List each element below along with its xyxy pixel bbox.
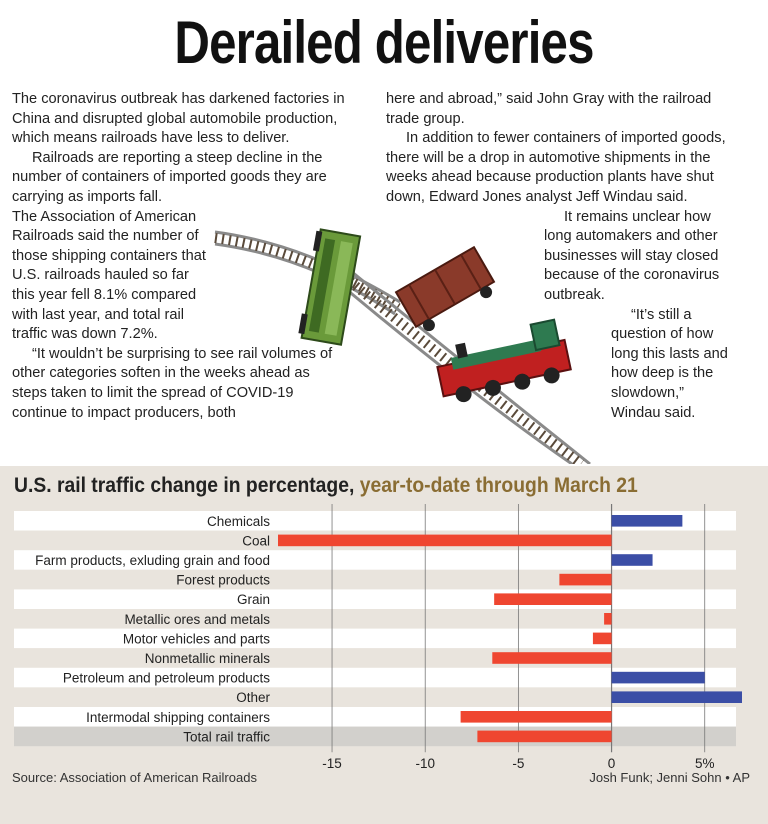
- category-label: Forest products: [176, 573, 270, 588]
- brown-boxcar: [394, 245, 496, 332]
- category-label: Nonmetallic minerals: [145, 651, 271, 666]
- rail-traffic-bar-chart: Chemicals Coal Farm products, exluding gra…: [14, 504, 742, 768]
- source-note: Source: Association of American Railroad…: [12, 770, 257, 785]
- bar-nonmetallic-minerals: [492, 652, 612, 664]
- category-label: Chemicals: [207, 514, 270, 529]
- category-label: Other: [236, 690, 270, 705]
- category-label: Coal: [242, 533, 270, 548]
- category-label: Motor vehicles and parts: [123, 631, 270, 646]
- bar-coal: [278, 534, 612, 547]
- chart-row-band: [14, 589, 736, 609]
- chart-row-band: [14, 687, 736, 707]
- article-paragraph: The coronavirus outbreak has darkened fa…: [12, 91, 345, 147]
- bar-farm-products-exluding-grain-and-food: [611, 554, 653, 566]
- credit-line: Josh Funk; Jenni Sohn • AP: [589, 770, 750, 785]
- article-paragraph: It remains unclear how long automakers a…: [544, 208, 720, 303]
- chart-row-band: [14, 667, 736, 688]
- x-tick-label: 5%: [695, 756, 715, 768]
- article-paragraph: here and abroad,” said John Gray with th…: [386, 91, 712, 127]
- bar-other: [611, 691, 742, 703]
- headline: Derailed deliveries: [174, 9, 594, 76]
- category-label: Intermodal shipping containers: [86, 710, 270, 725]
- category-label: Metallic ores and metals: [124, 612, 270, 627]
- chart-title: U.S. rail traffic change in percentage, …: [14, 474, 638, 498]
- category-label: Total rail traffic: [183, 729, 270, 744]
- bar-grain: [494, 593, 612, 605]
- derailed-train-illustration: [214, 228, 591, 464]
- bar-petroleum-and-petroleum-products: [611, 671, 705, 684]
- red-locomotive: [436, 318, 572, 403]
- chart-row-band: [14, 511, 736, 531]
- chart-row-band: [14, 628, 736, 649]
- bar-motor-vehicles-and-parts: [592, 632, 612, 645]
- article-right-column: here and abroad,” said John Gray with th…: [386, 90, 746, 423]
- chart-subtitle: year-to-date through March 21: [359, 474, 638, 497]
- chart-title-main: U.S. rail traffic change in percentage,: [14, 474, 355, 497]
- bar-chemicals: [611, 515, 683, 527]
- category-label: Farm products, exluding grain and food: [35, 553, 270, 568]
- bar-total-rail-traffic: [477, 730, 612, 743]
- bar-metallic-ores-and-metals: [604, 613, 612, 625]
- chart-row-band: [14, 569, 736, 590]
- article-paragraph: The Association of American Railroads sa…: [12, 208, 206, 343]
- article-paragraph: In addition to fewer containers of impor…: [386, 130, 726, 205]
- x-tick-label: -15: [322, 756, 342, 768]
- article-paragraph: Railroads are reporting a steep decline …: [12, 149, 327, 205]
- bar-intermodal-shipping-containers: [460, 711, 612, 723]
- x-tick-label: 0: [608, 756, 616, 768]
- chart-row-band: [14, 550, 736, 570]
- x-tick-label: -5: [512, 756, 524, 768]
- article-paragraph: “It’s still a question of how long this …: [611, 306, 728, 421]
- category-label: Grain: [237, 592, 270, 607]
- chart-row-band: [14, 726, 736, 747]
- chart-row-band: [14, 609, 736, 629]
- x-tick-label: -10: [415, 756, 435, 768]
- category-label: Petroleum and petroleum products: [63, 671, 270, 686]
- chart-row-band: [14, 648, 736, 668]
- article-left-column: The coronavirus outbreak has darkened fa…: [12, 90, 372, 423]
- article-paragraph: “It wouldn’t be surprising to see rail v…: [12, 345, 333, 421]
- green-passenger-car: [298, 228, 362, 346]
- bar-forest-products: [559, 573, 612, 586]
